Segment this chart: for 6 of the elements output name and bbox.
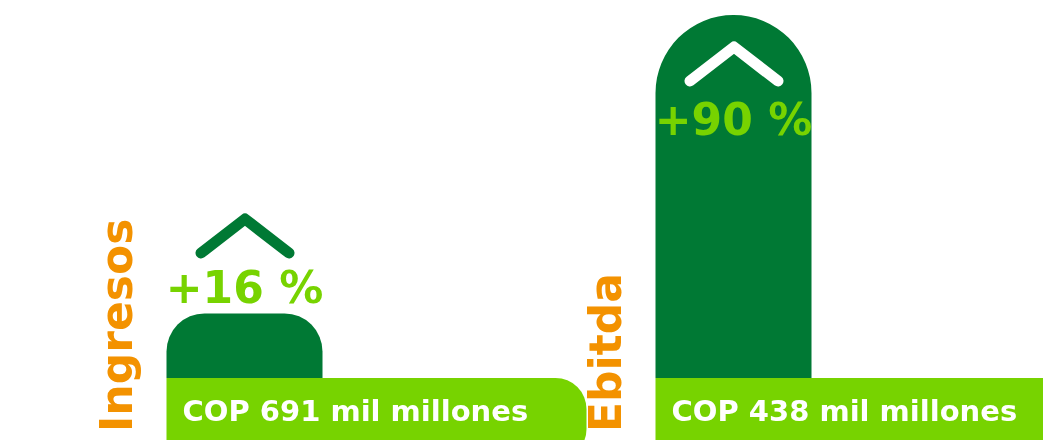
text: COP 438 mil millones xyxy=(671,394,1018,428)
x-tick-label: Ebitda xyxy=(580,273,631,432)
data-label: +90 % xyxy=(654,93,813,145)
data-label: +16 % xyxy=(165,261,324,313)
text: COP 691 mil millones xyxy=(182,394,529,428)
x-tick-label: Ingresos xyxy=(91,218,142,432)
